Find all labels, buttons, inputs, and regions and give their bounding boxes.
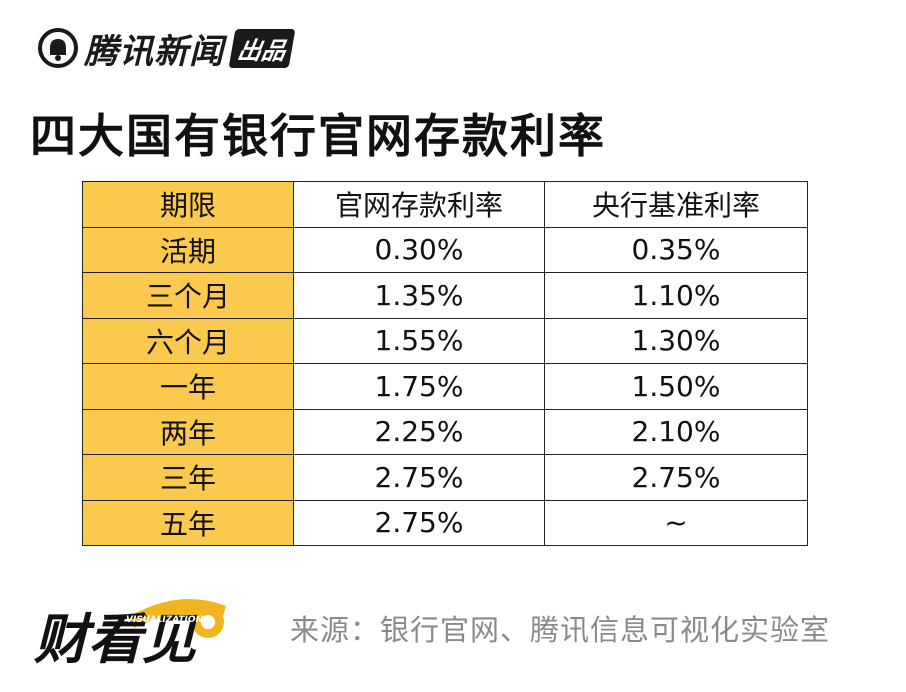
benchmark-rate-cell: ~ <box>544 499 808 546</box>
column-header: 期限 <box>82 181 294 228</box>
table-row: 活期 0.30% 0.35% <box>82 226 808 273</box>
benchmark-rate-cell: 1.30% <box>544 317 808 364</box>
official-rate-cell: 2.75% <box>293 454 545 501</box>
table-header-row: 期限 官网存款利率 央行基准利率 <box>82 181 808 228</box>
official-rate-cell: 2.75% <box>293 499 545 546</box>
column-header: 官网存款利率 <box>293 181 545 228</box>
tencent-news-logo: 腾讯新闻 出品 <box>38 26 296 72</box>
official-rate-cell: 1.55% <box>293 317 545 364</box>
rates-table: 期限 官网存款利率 央行基准利率 活期 0.30% 0.35% 三个月 1.35… <box>82 181 808 546</box>
official-rate-cell: 2.25% <box>293 408 545 455</box>
benchmark-rate-cell: 1.50% <box>544 363 808 410</box>
table-row: 六个月 1.55% 1.30% <box>82 317 808 364</box>
logo-badge: 出品 <box>228 28 296 68</box>
official-rate-cell: 1.75% <box>293 363 545 410</box>
benchmark-rate-cell: 1.10% <box>544 272 808 319</box>
table-row: 五年 2.75% ~ <box>82 499 808 546</box>
source-note: 来源：银行官网、腾讯信息可视化实验室 <box>290 613 831 647</box>
term-cell: 一年 <box>82 363 294 410</box>
benchmark-rate-cell: 0.35% <box>544 226 808 273</box>
term-cell: 两年 <box>82 408 294 455</box>
table-row: 两年 2.25% 2.10% <box>82 408 808 455</box>
column-header: 央行基准利率 <box>544 181 808 228</box>
tencent-news-logo-icon <box>38 28 78 68</box>
benchmark-rate-cell: 2.75% <box>544 454 808 501</box>
caikanjian-brand-logo: 财看见 VISUALIZATION <box>34 598 226 671</box>
term-cell: 五年 <box>82 499 294 546</box>
term-cell: 三年 <box>82 454 294 501</box>
page-title: 四大国有银行官网存款利率 <box>30 109 606 163</box>
official-rate-cell: 0.30% <box>293 226 545 273</box>
table-row: 三个月 1.35% 1.10% <box>82 272 808 319</box>
logo-text: 腾讯新闻 <box>84 31 224 72</box>
brand-logo-subtext: VISUALIZATION <box>126 615 204 625</box>
table-row: 一年 1.75% 1.50% <box>82 363 808 410</box>
benchmark-rate-cell: 2.10% <box>544 408 808 455</box>
term-cell: 六个月 <box>82 317 294 364</box>
term-cell: 活期 <box>82 226 294 273</box>
table-row: 三年 2.75% 2.75% <box>82 454 808 501</box>
brand-logo-text: 财看见 <box>34 608 198 671</box>
term-cell: 三个月 <box>82 272 294 319</box>
official-rate-cell: 1.35% <box>293 272 545 319</box>
